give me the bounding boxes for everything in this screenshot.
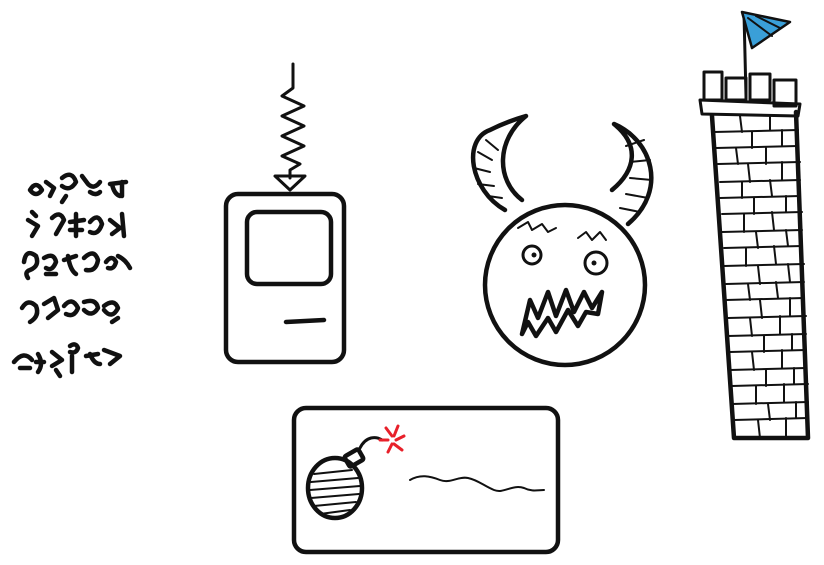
monster-head [482,202,648,368]
monster-mouth [519,287,605,339]
stone-tower-icon [698,10,811,441]
flag-icon [740,10,792,50]
fuse [358,436,384,450]
spark-icon [378,424,406,454]
bomb-icon [305,455,365,521]
computer-body [223,191,347,365]
retro-computer-icon [223,62,347,365]
bomb-card [291,405,561,555]
zigzag-spring [280,62,306,180]
arrow-down-icon [273,174,307,192]
card-frame [291,405,561,555]
wavy-line [409,475,545,492]
monster-left-eye [521,244,543,266]
glyph-script-icon [11,172,133,379]
computer-screen [244,209,334,287]
monster-right-eye [583,250,609,276]
horned-monster-icon [471,113,654,368]
drive-slot [283,317,327,325]
